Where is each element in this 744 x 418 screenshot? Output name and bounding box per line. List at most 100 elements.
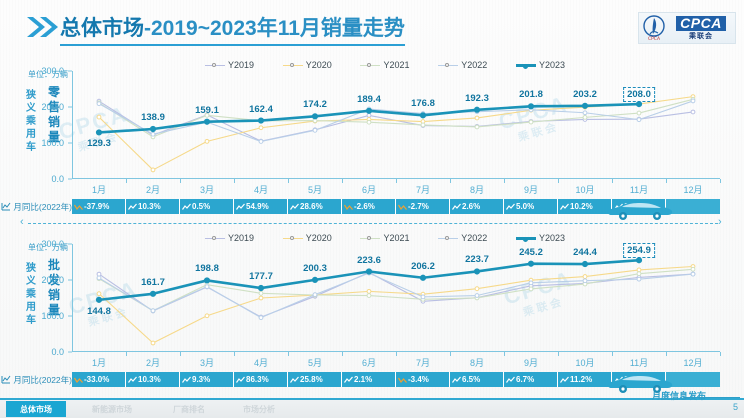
cpca-logo-text: CPCA 乘联会 [667, 16, 735, 40]
x-axis-tick [288, 179, 289, 183]
double-chevron-right-icon [26, 16, 60, 38]
data-point [149, 125, 157, 133]
y-axis-tick-label: 100.0 [41, 311, 64, 321]
legend-item-y2021[interactable]: Y2021 [360, 60, 410, 70]
footer-rule [0, 398, 744, 400]
y-axis-tick [68, 106, 72, 108]
data-point [312, 127, 318, 133]
legend-item-y2022[interactable]: Y2022 [438, 233, 487, 243]
x-axis-tick-label: 4月 [253, 185, 269, 195]
car-side-icon [605, 200, 675, 222]
data-point [204, 138, 210, 144]
data-point [690, 98, 696, 104]
data-point-label: 198.8 [195, 263, 219, 275]
data-point-label: 223.7 [465, 254, 489, 266]
data-point [204, 313, 210, 319]
legend-label: Y2019 [228, 233, 255, 243]
x-axis-tick-label: 3月 [199, 358, 215, 368]
y-axis-tick-label: 300.0 [41, 239, 64, 249]
data-point [581, 260, 589, 268]
footer-tab-1[interactable]: 新能源市场 [92, 404, 132, 414]
growth-cell [666, 199, 720, 214]
data-point [419, 274, 427, 281]
chart-panel-wholesale: 单位：万辆狭 义 乘 用 车 批 发 销 量 Y2019 Y2020 Y2021 Y202… [0, 228, 744, 388]
data-point [528, 286, 534, 292]
legend-item-y2023[interactable]: Y2023 [515, 60, 565, 70]
x-axis-tick [342, 352, 343, 356]
x-axis-line [72, 351, 720, 352]
data-point-label: 176.8 [411, 98, 435, 110]
chart-unit-label: 单位：万辆 [28, 70, 68, 79]
legend-item-y2019[interactable]: Y2019 [205, 60, 254, 70]
x-axis-tick [558, 179, 559, 183]
growth-row: 月同比(2022年) -33.0% 10.3% 9.3% 86.3% 25.8% 2.1% -… [0, 372, 744, 387]
trend-up-icon [182, 203, 191, 210]
data-point [419, 112, 427, 119]
growth-value: 11.2% [570, 375, 593, 384]
growth-cell: -33.0% [72, 372, 126, 387]
legend-swatch-y2023 [515, 63, 536, 69]
page-title: 总体市场-2019~2023年11月销量走势 [60, 12, 405, 46]
data-point [258, 295, 264, 301]
data-point [473, 106, 481, 113]
legend-swatch-y2022 [438, 63, 459, 67]
trend-down-icon [398, 377, 407, 383]
x-axis-tick-label: 8月 [469, 185, 485, 195]
footer-tab-3[interactable]: 市场分析 [243, 404, 275, 414]
trend-down-icon [74, 204, 83, 210]
data-point [528, 280, 534, 286]
growth-value: 54.9% [246, 202, 269, 211]
data-point-label: 200.3 [303, 262, 327, 274]
data-point [528, 119, 534, 125]
growth-cell: -37.9% [72, 199, 126, 214]
growth-cell: 2.1% [342, 372, 396, 387]
legend-item-y2021[interactable]: Y2021 [360, 233, 410, 243]
data-point-label: 192.3 [465, 92, 489, 104]
growth-value: -37.9% [84, 202, 110, 211]
trend-down-icon [344, 204, 353, 210]
growth-value: 0.5% [192, 202, 211, 211]
trend-up-icon [506, 203, 515, 210]
x-axis-tick-label: 7月 [415, 185, 431, 195]
legend-item-y2020[interactable]: Y2020 [282, 233, 332, 243]
data-point-label: 254.9 [623, 243, 655, 259]
legend-label: Y2020 [305, 60, 332, 70]
x-axis-tick [288, 352, 289, 356]
legend-swatch-y2019 [205, 236, 225, 240]
data-point-label: 189.4 [357, 93, 381, 105]
growth-value: 10.3% [138, 202, 161, 211]
growth-cell: 10.2% [558, 199, 612, 214]
data-point [636, 117, 642, 123]
legend-label: Y2020 [305, 233, 332, 243]
data-point [311, 113, 319, 120]
legend-swatch-y2021 [360, 63, 381, 67]
data-point [582, 278, 588, 284]
data-point [366, 113, 372, 118]
data-point [527, 260, 535, 267]
data-point-label: 144.8 [87, 305, 111, 317]
legend-item-y2020[interactable]: Y2020 [282, 60, 332, 70]
footer-tab-0[interactable]: 总体市场 [6, 401, 66, 417]
cpca-logo-cn: 乘联会 [689, 33, 713, 40]
x-axis-tick-label: 10月 [575, 185, 595, 195]
legend-item-y2022[interactable]: Y2022 [438, 60, 487, 70]
legend-item-y2023[interactable]: Y2023 [515, 233, 565, 243]
data-point [150, 131, 156, 137]
data-point [635, 101, 643, 108]
legend-item-y2019[interactable]: Y2019 [205, 233, 254, 243]
chart-plot-area: 300.0 200.0 100.0 0.0 144.8 161.7 198.8 177.7 20… [41, 239, 721, 357]
chart-plot-area: 300.0 200.0 100.0 0.0 129.3 138.9 159.1 162.4 17… [41, 66, 721, 184]
cpca-logo: CPCA CPCA 乘联会 [638, 12, 736, 44]
growth-cells: -33.0% 10.3% 9.3% 86.3% 25.8% 2.1% -3.4% 6.5% 6.… [72, 372, 720, 387]
trend-chart-icon [1, 202, 11, 211]
data-point [150, 167, 156, 173]
x-axis-tick-label: 7月 [415, 358, 431, 368]
data-point [636, 271, 642, 277]
y-axis-tick-label: 0.0 [51, 174, 64, 184]
data-point [690, 109, 696, 115]
footer-tab-2[interactable]: 厂商排名 [173, 404, 205, 414]
page-header: 总体市场-2019~2023年11月销量走势 CPCA CPCA 乘联会 [0, 0, 744, 52]
x-axis-tick [234, 179, 235, 183]
trend-up-icon [290, 203, 299, 210]
